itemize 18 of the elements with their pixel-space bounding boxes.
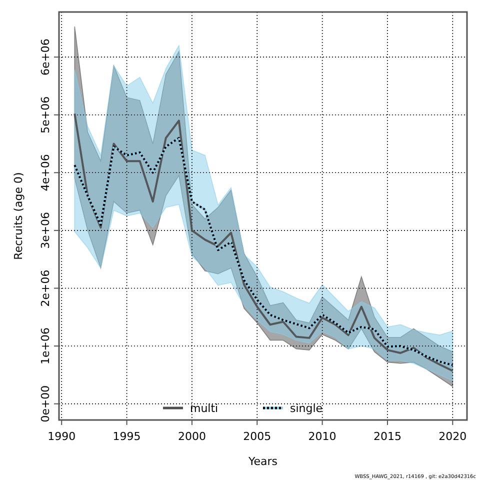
x-tick-label: 1990 xyxy=(48,430,76,443)
x-tick-label: 2015 xyxy=(373,430,402,443)
x-tick-label: 2010 xyxy=(308,430,336,443)
y-tick-label: 3e+06 xyxy=(39,212,52,249)
x-tick-label: 2000 xyxy=(178,430,206,443)
legend-label: multi xyxy=(190,402,218,415)
x-axis-title: Years xyxy=(247,455,278,468)
y-tick-label: 1e+06 xyxy=(39,328,52,365)
y-tick-label: 2e+06 xyxy=(39,270,52,307)
x-tick-label: 2005 xyxy=(243,430,272,443)
y-axis-title: Recruits (age 0) xyxy=(12,172,25,260)
y-tick-label: 0e+00 xyxy=(39,385,52,422)
x-tick-label: 1995 xyxy=(112,430,141,443)
y-tick-label: 6e+06 xyxy=(39,38,52,76)
y-tick-label: 4e+06 xyxy=(39,154,52,192)
x-tick-label: 2020 xyxy=(438,430,467,443)
legend-label: single xyxy=(290,402,323,415)
y-tick-label: 5e+06 xyxy=(39,96,52,134)
